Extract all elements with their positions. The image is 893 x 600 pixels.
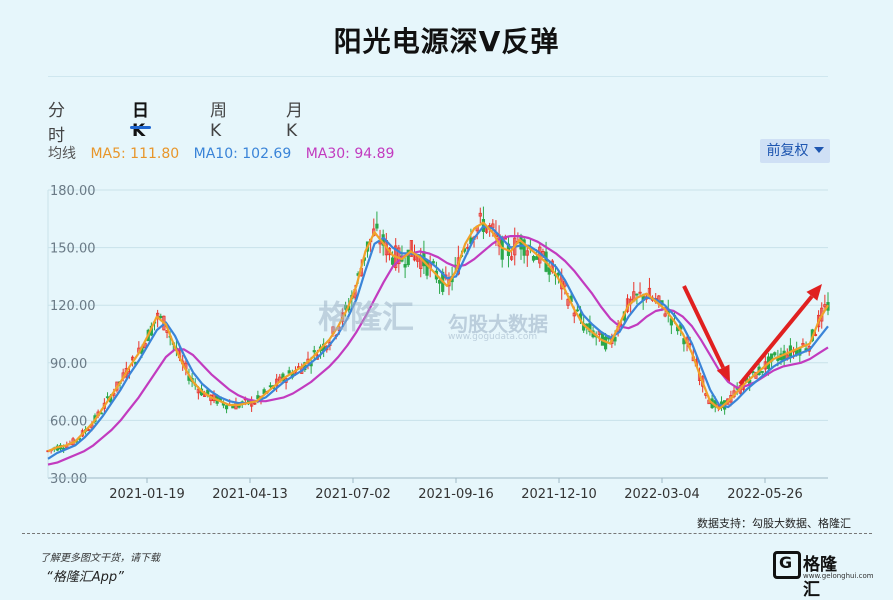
candle-body	[531, 256, 536, 261]
candle-body	[635, 293, 639, 296]
candle-body	[390, 257, 395, 265]
ma30-value: MA30: 94.89	[305, 146, 395, 162]
y-tick-label: 90.00	[50, 357, 87, 372]
candle-body	[375, 223, 379, 229]
candle-body	[535, 256, 539, 260]
ma5-value: MA5: 111.80	[90, 146, 180, 162]
candle-body	[572, 312, 576, 317]
tab-monthly-k[interactable]: 月K	[286, 101, 303, 141]
candle-body	[343, 304, 348, 310]
candle-body	[378, 241, 382, 245]
candle-body	[638, 291, 642, 294]
candle-body	[773, 352, 777, 356]
logo-url: www.gelonghui.com	[803, 572, 874, 580]
candle-body	[437, 279, 442, 284]
candle-body	[268, 385, 273, 388]
watermark-url: www.gogudata.com	[448, 332, 538, 342]
x-tick-label: 2022-05-26	[727, 487, 803, 502]
candle-body	[613, 336, 617, 342]
candle-body	[224, 405, 229, 410]
ma10-value: MA10: 102.69	[193, 146, 292, 162]
annotation-arrow-down	[682, 285, 730, 382]
arrow-head	[806, 284, 822, 301]
footer-note: 了解更多图文干货，请下载	[40, 553, 160, 564]
candle-body	[823, 304, 827, 308]
candle-body	[409, 240, 413, 257]
price-chart: 180.00 150.00 120.00 90.00 60.00 30.00 2021-01…	[46, 184, 830, 502]
annotation-arrow-up	[738, 284, 822, 386]
title-divider	[48, 76, 828, 77]
candle-body	[663, 313, 667, 317]
candle-body	[397, 247, 401, 265]
logo-name: 格隆汇	[803, 555, 837, 600]
footer-app: “格隆汇App”	[46, 570, 124, 585]
series-line-ma30	[47, 234, 829, 466]
y-tick-label: 120.00	[50, 299, 96, 314]
tab-daily-k[interactable]: 日K	[130, 96, 151, 141]
y-tick-label: 150.00	[50, 242, 96, 257]
tab-intraday[interactable]: 分时	[48, 101, 65, 146]
candle-body	[760, 370, 764, 373]
logo-mark-icon	[773, 551, 801, 579]
watermark-gogudata: 勾股大数据	[448, 312, 548, 336]
series-line-ma5	[47, 221, 829, 453]
watermark-gelonghui: 格隆汇	[318, 298, 415, 336]
candle-body	[403, 264, 407, 268]
candle-body	[105, 396, 110, 399]
arrow-shaft	[738, 295, 814, 386]
candle-body	[488, 225, 492, 227]
series-line-ma10	[47, 225, 829, 460]
candle-body	[575, 309, 579, 312]
candle-body	[159, 315, 163, 319]
candle-body	[566, 298, 570, 306]
arrow-shaft	[682, 285, 725, 369]
candle-body	[287, 370, 291, 374]
y-tick-label: 180.00	[50, 184, 96, 199]
x-tick-label: 2021-09-16	[418, 487, 494, 502]
candle-body	[406, 249, 410, 266]
tab-weekly-k[interactable]: 周K	[210, 101, 227, 141]
y-tick-label: 30.00	[50, 472, 87, 487]
logo-mark-letter: G	[779, 553, 793, 572]
x-tick-label: 2021-07-02	[315, 487, 391, 502]
ma-legend: 均线 MA5: 111.80 MA10: 102.69 MA30: 94.89	[48, 143, 404, 163]
candle-body	[801, 342, 805, 346]
gelonghui-logo[interactable]: G 格隆汇 www.gelonghui.com	[773, 549, 874, 600]
candle-body	[525, 250, 529, 256]
ma-label: 均线	[48, 146, 76, 162]
y-tick-label: 60.00	[50, 414, 87, 429]
x-tick-label: 2021-12-10	[521, 487, 597, 502]
adjust-label: 前复权	[766, 143, 809, 159]
candle-body	[231, 405, 235, 409]
data-source: 数据支持：勾股大数据、格隆汇	[697, 517, 851, 530]
candle-body	[510, 256, 514, 260]
chart-title: 阳光电源深V反弹	[333, 25, 560, 58]
footer-divider	[22, 533, 872, 534]
arrow-head	[716, 364, 730, 382]
chevron-down-icon	[813, 147, 824, 153]
x-tick-label: 2021-01-19	[109, 487, 185, 502]
candle-body	[522, 239, 526, 256]
x-tick-label: 2021-04-13	[212, 487, 288, 502]
x-tick-label: 2022-03-04	[624, 487, 700, 502]
candle-body	[312, 350, 316, 353]
candle-body	[478, 212, 482, 217]
adjust-dropdown[interactable]: 前复权	[760, 139, 830, 163]
candle-body	[253, 402, 257, 405]
